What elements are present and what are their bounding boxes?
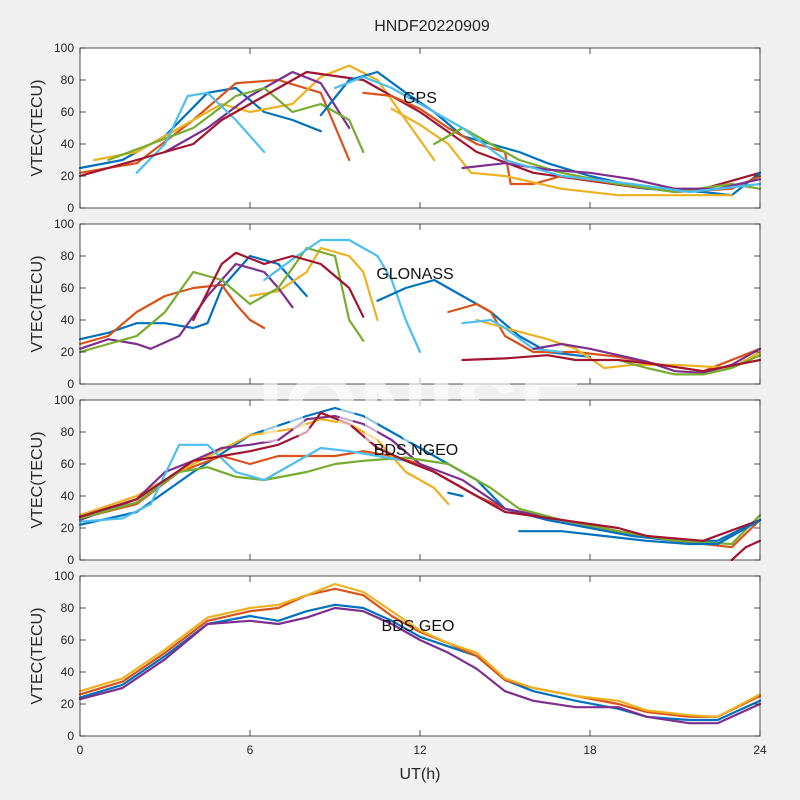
y-axis-label: VTEC(TECU) [29,432,46,529]
y-tick-label: 40 [61,665,75,679]
y-tick-label: 80 [61,249,75,263]
panel-bds-geo: 0 20 40 60 80 100 0 6 12 18 24 VTEC(TECU) UT(h) BDS G… [29,569,767,783]
y-tick-label: 100 [54,569,74,583]
y-tick-label: 20 [61,521,75,535]
series-group [78,406,762,562]
series-line-3 [248,246,379,322]
series-line-10 [730,539,762,562]
series-line-2 [78,283,266,346]
x-tick-label: 0 [77,743,84,757]
x-tick-label: 24 [753,743,767,757]
panel-gps: 0 20 40 60 80 100 VTEC(TECU) GPS [29,41,762,215]
x-axis-label: UT(h) [400,766,441,783]
y-axis-label: VTEC(TECU) [29,608,46,705]
series-line-1 [78,86,322,170]
series-line-1 [78,254,308,341]
series-line-5 [78,246,365,354]
series-line-5 [107,86,365,162]
y-tick-label: 80 [61,425,75,439]
series-group [78,64,762,197]
series-line-9 [518,518,762,546]
series-line-6 [135,91,266,174]
x-tick-label: 12 [413,743,427,757]
series-line-5 [78,456,762,546]
panel-annotation: BDS GEO [382,618,455,635]
series-line-2 [78,78,351,174]
series-line-6 [78,443,407,523]
series-line-1 [78,406,762,542]
figure-title: HNDF20220909 [374,18,490,35]
y-tick-label: 60 [61,281,75,295]
plot-area [80,224,760,384]
panel-bds-ngeo: 0 20 40 60 80 100 VTEC(TECU) BDS NGEO [29,393,762,567]
series-line-13 [617,354,762,376]
y-tick-label: 100 [54,41,74,55]
y-tick-label: 40 [61,313,75,327]
y-tick-label: 20 [61,169,75,183]
y-tick-label: 80 [61,601,75,615]
series-line-4 [163,70,351,154]
series-line-10 [475,318,762,370]
series-line-8 [447,491,464,498]
panel-annotation: GPS [403,90,437,107]
watermark-text: IONISE [257,356,582,463]
x-tick-label: 6 [247,743,254,757]
y-axis-label: VTEC(TECU) [29,256,46,353]
y-tick-label: 60 [61,457,75,471]
y-tick-label: 40 [61,489,75,503]
panel-glonass: 0 20 40 60 80 100 VTEC(TECU) GLONASS [29,217,762,391]
y-tick-label: 20 [61,697,75,711]
series-group [78,238,762,376]
series-line-13 [333,75,762,194]
y-tick-label: 20 [61,345,75,359]
series-group [78,582,762,725]
y-tick-label: 100 [54,393,74,407]
series-line-14 [461,354,762,373]
series-line-7 [78,411,762,542]
series-line-4 [78,262,294,350]
series-line-7 [192,251,365,322]
y-tick-label: 0 [67,201,74,215]
x-tick-label: 18 [583,743,597,757]
y-tick-label: 80 [61,73,75,87]
series-line-10 [390,107,733,197]
series-line-2 [78,587,762,718]
panel-annotation: BDS NGEO [374,442,458,459]
y-tick-label: 60 [61,633,75,647]
panel-annotation: GLONASS [376,266,453,283]
y-tick-label: 100 [54,217,74,231]
series-line-4 [78,606,762,725]
y-axis-label: VTEC(TECU) [29,80,46,177]
y-tick-label: 0 [67,553,74,567]
y-tick-label: 0 [67,377,74,391]
y-tick-label: 60 [61,105,75,119]
y-tick-label: 0 [67,729,74,743]
series-line-6 [263,238,422,354]
series-line-11 [461,318,563,354]
y-tick-label: 40 [61,137,75,151]
series-line-3 [78,582,762,718]
